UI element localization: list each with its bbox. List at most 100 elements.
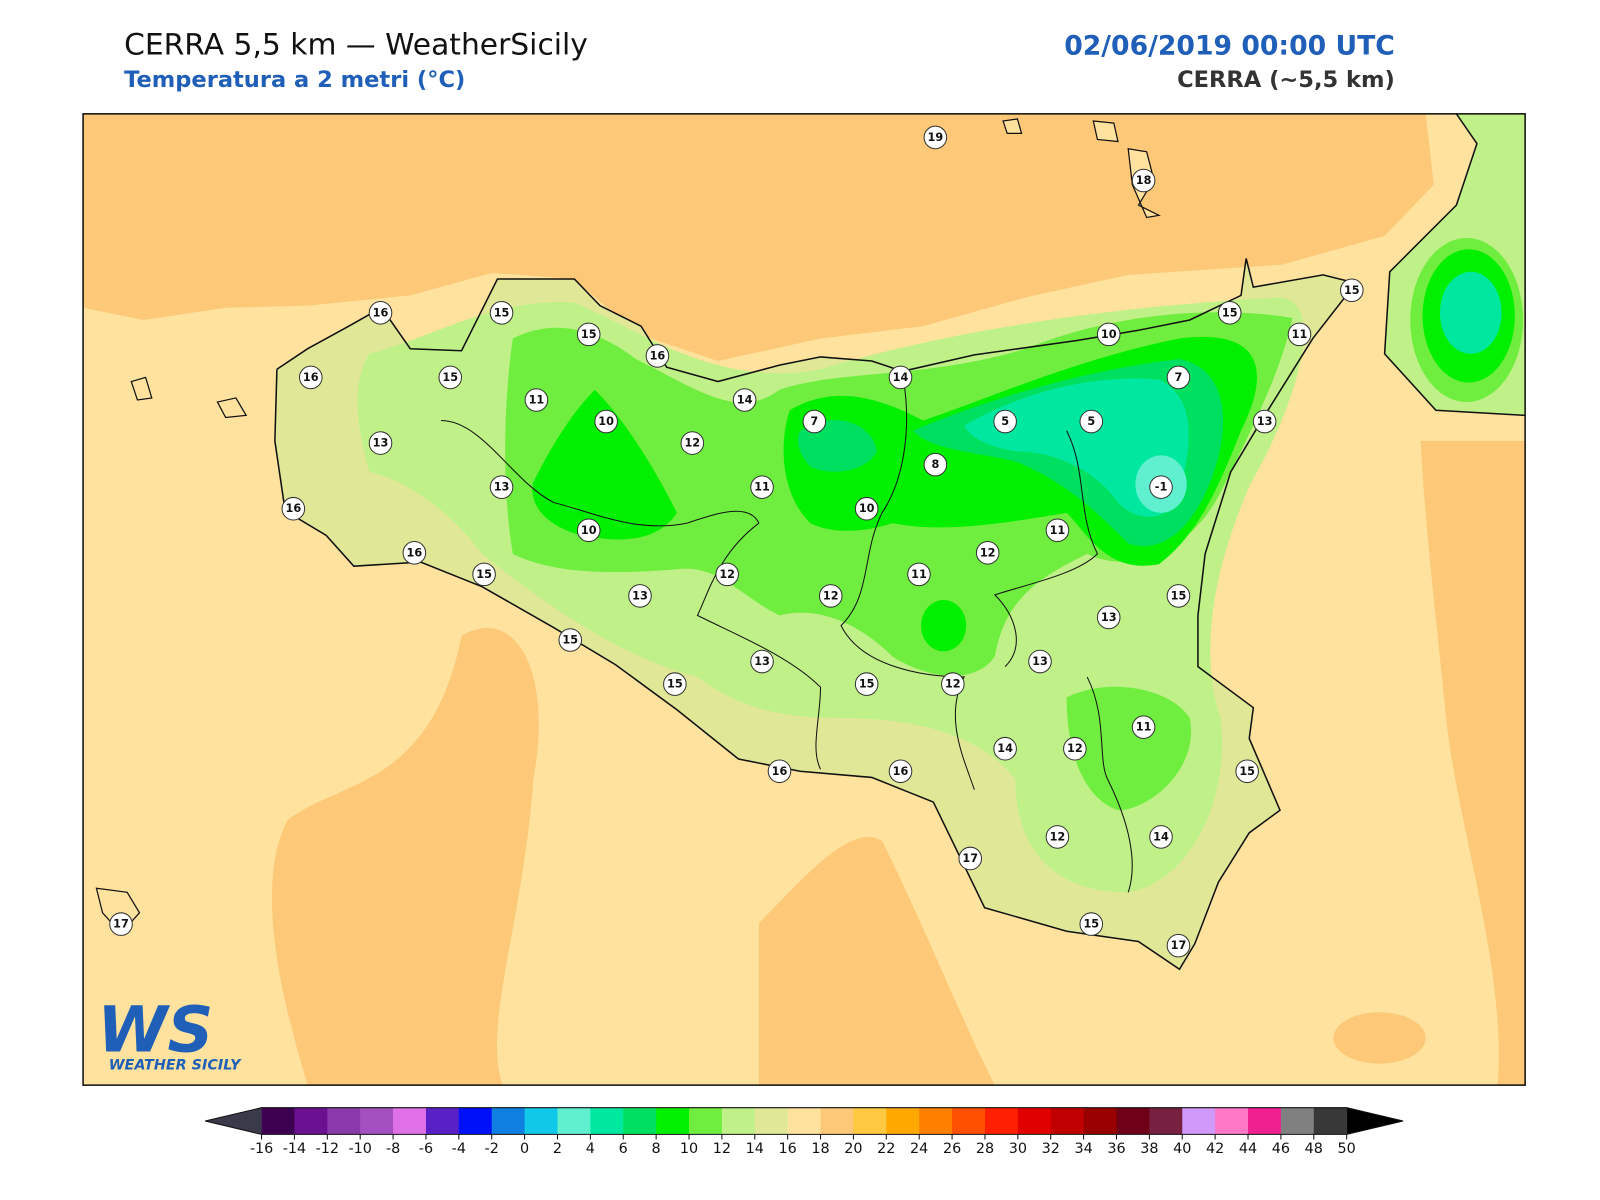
station-marker: [489, 301, 514, 325]
station-marker: [1149, 475, 1173, 499]
colorbar-tick-label: 32: [1042, 1141, 1060, 1157]
station-value: 13: [632, 589, 648, 602]
colorbar-swatch: [787, 1107, 822, 1135]
station-value: 17: [962, 852, 978, 865]
colorbar-tick-label: 48: [1305, 1141, 1323, 1157]
colorbar-swatch: [984, 1107, 1019, 1135]
colorbar-tick-label: 18: [811, 1141, 829, 1157]
colorbar-tick-label: 14: [746, 1141, 764, 1157]
colorbar-swatch: [294, 1107, 328, 1135]
station-value: 12: [1067, 742, 1083, 755]
colorbar-tick-label: 28: [976, 1141, 994, 1157]
colorbar-swatch: [1050, 1107, 1085, 1135]
colorbar-tick-label: 16: [779, 1141, 797, 1157]
coastline: [1383, 113, 1526, 417]
datetime: 02/06/2019 00:00 UTC: [1064, 30, 1395, 61]
station-value: 11: [754, 481, 770, 494]
subtitle: Temperatura a 2 metri (°C): [124, 67, 465, 93]
colorbar-tick-label: 26: [943, 1141, 961, 1157]
colorbar-tick-label: 38: [1140, 1141, 1158, 1157]
station-value: 14: [737, 394, 753, 407]
station-value: 10: [581, 524, 597, 537]
colorbar-swatch: [590, 1107, 624, 1135]
station-marker: [907, 562, 931, 587]
colorbar-tick-label: 46: [1272, 1141, 1290, 1157]
colorbar-tick-label: 12: [713, 1141, 731, 1157]
colorbar-swatch: [524, 1107, 558, 1135]
station-marker: [298, 365, 323, 390]
colorbar-swatch: [919, 1107, 953, 1135]
station-marker: [993, 409, 1017, 434]
station-marker: [1131, 168, 1156, 193]
station-value: 15: [562, 634, 578, 647]
station-value: 13: [1032, 655, 1048, 668]
province-border: [441, 374, 1133, 893]
colorbar-tick-label: 2: [553, 1141, 562, 1157]
station-value: 7: [810, 415, 818, 428]
colorbar-tick-label: 22: [877, 1141, 895, 1157]
logo-mark: WS: [97, 992, 213, 1066]
colorbar-outline: [205, 1107, 1404, 1135]
station-marker: [1063, 736, 1087, 761]
station-marker: [923, 125, 948, 150]
station-value: 16: [893, 765, 909, 778]
colorbar-tick-label: -8: [386, 1141, 400, 1157]
station-marker: [368, 301, 393, 325]
station-marker: [594, 409, 618, 434]
station-value: 11: [529, 394, 545, 407]
station-marker: [1045, 825, 1070, 849]
station-marker: [109, 912, 133, 936]
station-marker: [1149, 825, 1173, 849]
colorbar-swatch: [820, 1107, 854, 1135]
colorbar-swatch: [623, 1107, 657, 1135]
colorbar-swatch: [1116, 1107, 1150, 1135]
field-10-12: [1066, 686, 1192, 811]
station-marker: [958, 846, 983, 871]
colorbar-tick-label: -2: [485, 1141, 499, 1157]
station-marker: [715, 562, 739, 587]
station-value: 12: [684, 437, 700, 450]
station-marker: [818, 584, 843, 608]
logo-name: WEATHER SICILY: [109, 1058, 242, 1074]
station-marker: [1079, 912, 1104, 936]
colorbar-swatch: [1280, 1107, 1315, 1135]
station-marker: [576, 322, 601, 347]
colorbar-swatch: [1149, 1107, 1183, 1135]
station-marker: [524, 388, 549, 412]
colorbar-tick-label: 34: [1074, 1141, 1092, 1157]
colorbar-tick-label: 40: [1173, 1141, 1191, 1157]
colorbar-swatch: [261, 1107, 295, 1135]
colorbar-swatch: [952, 1107, 986, 1135]
colorbar-tick-label: 36: [1107, 1141, 1125, 1157]
colorbar-tick-label: 24: [910, 1141, 928, 1157]
station-marker: [645, 344, 670, 368]
station-value: 5: [1087, 415, 1095, 428]
colorbar-swatch: [1017, 1107, 1052, 1135]
colorbar-swatch: [1215, 1107, 1249, 1135]
station-layer: 19 18 16 15 15 16 16 15 11 10 14 12 13 7 14 10 15 15 11 7 5 5…: [109, 125, 1364, 958]
colorbar-swatch: [1182, 1107, 1216, 1135]
south-warm-field: [271, 628, 539, 1086]
station-marker: [854, 496, 879, 521]
station-value: 15: [1239, 765, 1255, 778]
station-value: 7: [1175, 371, 1183, 384]
colorbar-swatch: [689, 1107, 723, 1135]
station-value: 5: [1001, 415, 1009, 428]
station-marker: [767, 759, 792, 784]
station-marker: [281, 496, 306, 521]
north-warm-field: [83, 113, 1434, 362]
station-value: 17: [1171, 939, 1187, 952]
colorbar-under: [205, 1107, 262, 1135]
station-value: 13: [494, 481, 510, 494]
station-value: 13: [1257, 415, 1273, 428]
colorbar-tick-label: 8: [652, 1141, 661, 1157]
colorbar-swatch: [1313, 1107, 1348, 1135]
station-marker: [854, 672, 879, 696]
station-marker: [888, 365, 913, 390]
station-value: 12: [823, 589, 839, 602]
colorbar-tick-label: 30: [1009, 1141, 1027, 1157]
station-marker: [558, 628, 583, 652]
colorbar-swatch: [886, 1107, 920, 1135]
model-label: CERRA (~5,5 km): [1177, 67, 1395, 93]
